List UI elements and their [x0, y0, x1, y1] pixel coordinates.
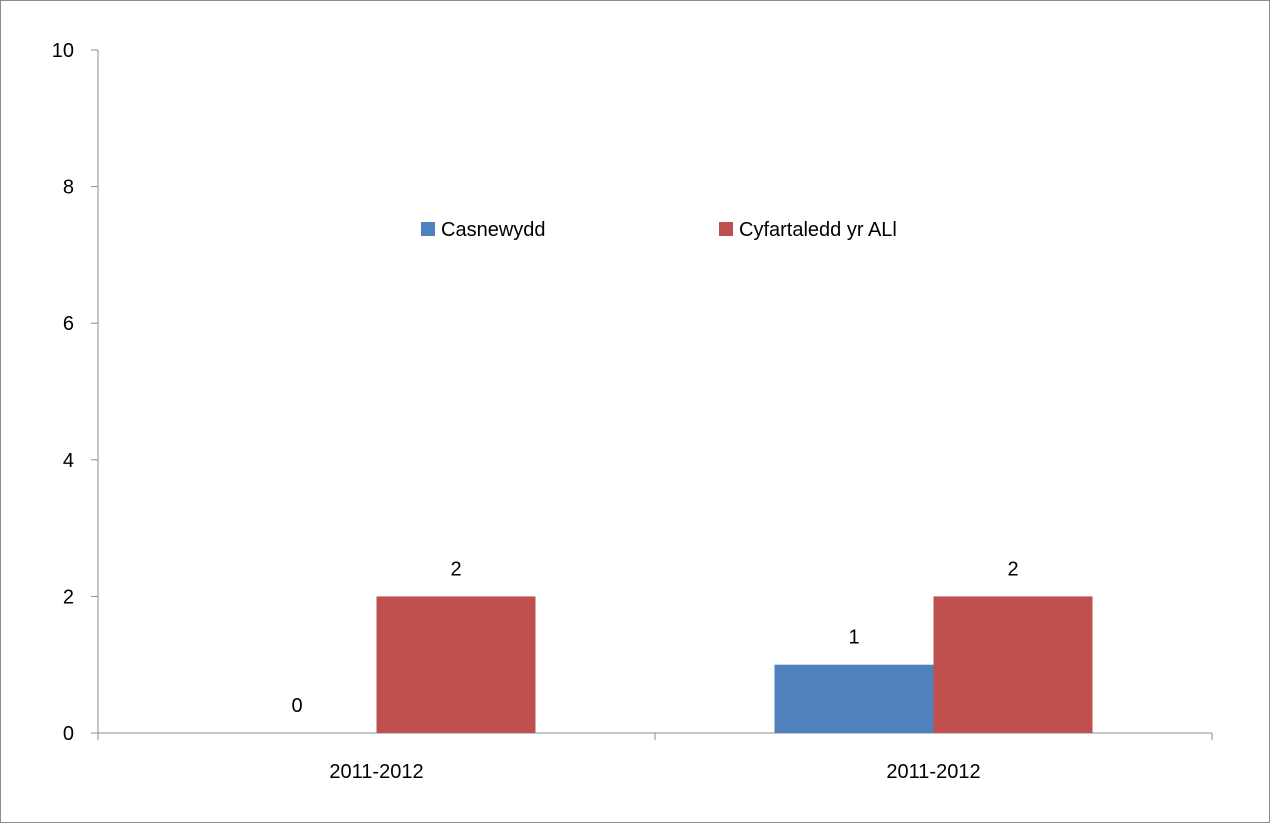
- bars: [376, 596, 1093, 733]
- y-tick-label: 6: [63, 313, 74, 335]
- data-label: 0: [291, 695, 302, 717]
- legend: Casnewydd Cyfartaledd yr ALl: [421, 219, 897, 241]
- x-tick-label: 2011-2012: [886, 761, 980, 783]
- bar: [774, 664, 934, 733]
- y-tick-label: 10: [52, 40, 74, 62]
- y-tick-label: 4: [63, 450, 74, 472]
- legend-swatch: [719, 222, 733, 236]
- legend-item: Cyfartaledd yr ALl: [719, 219, 897, 241]
- data-labels: 0 2 1 2: [291, 558, 1018, 717]
- y-tick-label: 2: [63, 586, 74, 608]
- data-label: 2: [1007, 558, 1018, 580]
- x-tick-label: 2011-2012: [329, 761, 423, 783]
- y-tick-label: 0: [63, 723, 74, 745]
- bar: [933, 596, 1093, 733]
- legend-label: Casnewydd: [441, 219, 546, 241]
- data-label: 1: [848, 627, 859, 649]
- legend-item: Casnewydd: [421, 219, 546, 241]
- y-tick-label: 8: [63, 177, 74, 199]
- legend-label: Cyfartaledd yr ALl: [739, 219, 897, 241]
- bar: [376, 596, 536, 733]
- legend-swatch: [421, 222, 435, 236]
- data-label: 2: [450, 558, 461, 580]
